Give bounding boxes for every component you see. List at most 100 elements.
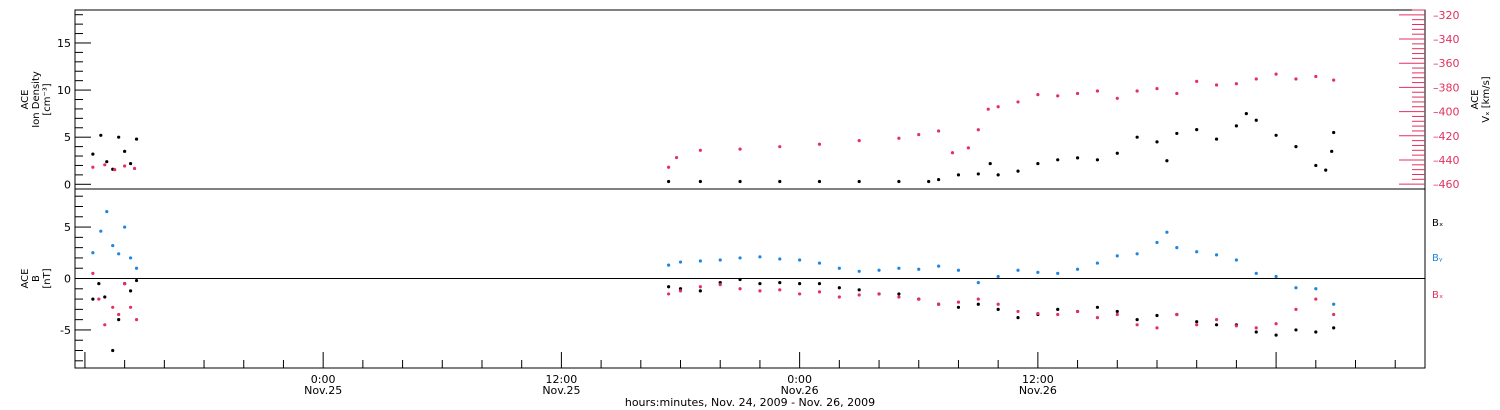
data-point <box>128 289 133 293</box>
data-point <box>817 142 822 146</box>
data-point <box>1175 312 1179 317</box>
axis-title-line: [cm⁻³] <box>42 83 53 115</box>
data-point <box>837 286 841 290</box>
data-point <box>1095 89 1100 93</box>
legend: Bₓ Bᵧ Bₓ <box>1432 218 1443 301</box>
data-point <box>778 281 782 285</box>
data-point <box>99 133 103 137</box>
data-point <box>1155 240 1159 245</box>
x-date-label: Nov.26 <box>781 384 819 397</box>
data-point <box>937 129 941 133</box>
data-point <box>1056 312 1060 317</box>
field-axis-ticks: -5 0 5 <box>60 195 91 362</box>
data-point <box>956 173 961 177</box>
data-point <box>1254 271 1258 275</box>
x-date-label: Nov.25 <box>542 384 580 397</box>
data-point <box>1016 315 1020 320</box>
data-point <box>817 261 822 265</box>
right-tick-label: –420 <box>1433 130 1460 143</box>
data-point <box>817 290 822 294</box>
data-point <box>996 173 1000 177</box>
data-point <box>857 288 861 292</box>
data-point <box>1135 323 1139 327</box>
right-tick-label: –360 <box>1433 57 1460 70</box>
data-point <box>117 318 121 322</box>
data-point <box>1234 324 1238 328</box>
data-point <box>758 289 762 293</box>
data-point <box>956 305 961 309</box>
data-point <box>698 259 702 263</box>
data-point <box>1254 326 1258 330</box>
axis-title-line: Vₓ [km/s] <box>1481 76 1492 122</box>
y-tick-label: 15 <box>57 37 71 50</box>
data-point <box>117 312 121 317</box>
data-point <box>778 257 782 261</box>
data-point <box>99 229 103 233</box>
data-point <box>1332 78 1336 82</box>
data-point <box>976 128 980 132</box>
data-point <box>123 149 127 153</box>
data-point <box>1036 161 1040 166</box>
data-point <box>1332 302 1336 306</box>
data-point <box>123 282 127 286</box>
data-point <box>132 166 137 171</box>
data-point <box>976 297 980 301</box>
data-point <box>1274 274 1278 279</box>
data-point <box>1056 158 1060 162</box>
data-point <box>857 269 861 273</box>
data-point <box>758 255 762 259</box>
data-point <box>1234 258 1238 262</box>
data-point <box>111 348 115 353</box>
data-point <box>667 263 671 267</box>
data-point <box>897 295 901 299</box>
data-point <box>1115 151 1119 155</box>
data-point <box>1314 330 1318 334</box>
data-point <box>897 136 901 140</box>
data-point <box>996 307 1000 311</box>
data-point <box>1115 309 1119 314</box>
data-point <box>1332 130 1336 135</box>
data-point <box>128 256 133 260</box>
data-point <box>778 288 782 292</box>
data-point <box>1294 77 1298 81</box>
data-point <box>1095 261 1100 265</box>
data-point <box>1294 307 1298 311</box>
data-point <box>111 243 115 248</box>
data-point <box>798 292 802 296</box>
time-axis: 0:00Nov.2512:00Nov.250:00Nov.2612:00Nov.… <box>84 352 1396 397</box>
data-point <box>91 251 95 255</box>
data-point <box>1115 96 1119 100</box>
right-tick-label: –380 <box>1433 81 1460 94</box>
data-point <box>1016 169 1020 173</box>
data-point <box>698 289 702 293</box>
data-point <box>956 268 961 272</box>
data-point <box>1314 287 1318 291</box>
data-point <box>1195 323 1199 327</box>
x-tick-label: 12:00 <box>546 373 578 386</box>
data-point <box>738 147 742 151</box>
legend-label: Bᵧ <box>1432 253 1443 264</box>
data-point <box>927 179 931 184</box>
right-tick-label: –340 <box>1433 33 1460 46</box>
data-point <box>1095 158 1100 162</box>
axis-title-line: ACE <box>1470 90 1481 110</box>
data-point <box>1244 112 1248 116</box>
data-point <box>1175 91 1179 96</box>
data-point <box>1294 328 1298 332</box>
data-point <box>97 282 101 286</box>
data-point <box>1075 309 1080 314</box>
y-tick-label: 0 <box>64 273 71 286</box>
data-point <box>667 292 671 296</box>
data-point <box>1016 309 1020 314</box>
y-tick-label: 10 <box>57 84 71 97</box>
data-point <box>1036 311 1040 316</box>
x-tick-label: 0:00 <box>311 373 336 386</box>
data-point <box>956 300 961 304</box>
y-tick-label: -5 <box>60 324 71 337</box>
data-point <box>105 210 109 214</box>
x-date-label: Nov.25 <box>304 384 342 397</box>
data-point <box>91 152 95 156</box>
data-point <box>103 163 107 167</box>
data-point <box>1095 315 1100 320</box>
